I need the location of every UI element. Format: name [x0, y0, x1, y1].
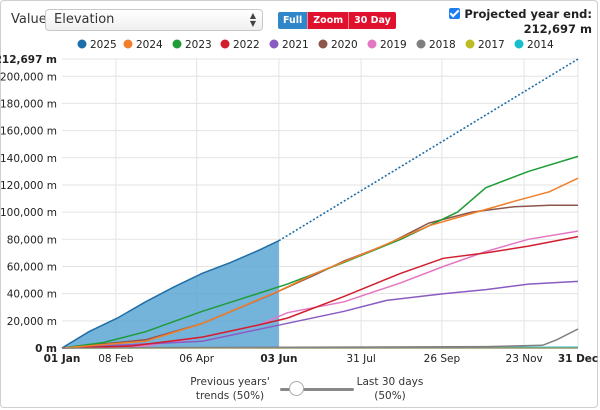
legend-label-2025: 2025 — [90, 39, 117, 51]
slider-right-line-2: (50%) — [374, 390, 406, 402]
y-tick-label: 212,697 m — [0, 54, 57, 66]
projected-year-end: Projected year end: 212,697 m — [449, 7, 592, 37]
value-label: Value: — [11, 12, 52, 27]
y-tick-label: 80,000 m — [7, 234, 57, 246]
x-tick-label: 06 Apr — [179, 353, 215, 365]
legend-marker-2022 — [220, 39, 230, 49]
full-range-button[interactable]: Full — [278, 12, 308, 29]
y-tick-label: 0 m — [35, 343, 57, 355]
legend-marker-2017 — [465, 39, 475, 49]
x-tick-label: 08 Feb — [98, 353, 134, 365]
zoom-button[interactable]: Zoom — [307, 12, 349, 29]
thirty-day-button[interactable]: 30 Day — [348, 12, 396, 29]
x-tick-label: 01 Jan — [44, 353, 81, 365]
legend-marker-2021 — [269, 39, 279, 49]
y-tick-label: 200,000 m — [0, 71, 57, 83]
series-line-2022 — [61, 235, 579, 349]
trend-weight-slider-thumb[interactable] — [289, 381, 304, 396]
y-tick-label: 120,000 m — [0, 180, 57, 192]
legend-label-2022: 2022 — [233, 39, 260, 51]
y-tick-label: 20,000 m — [7, 316, 57, 328]
y-tick-label: 160,000 m — [0, 126, 57, 138]
series-line-2021 — [61, 280, 579, 349]
y-tick-label: 60,000 m — [7, 261, 57, 273]
value-select-text: Elevation — [54, 12, 115, 27]
range-button-group: Full Zoom 30 Day — [278, 12, 396, 29]
legend-label-2019: 2019 — [380, 39, 407, 51]
y-tick-label: 180,000 m — [0, 98, 57, 110]
trend-weight-slider-track[interactable] — [280, 388, 354, 391]
legend-marker-2018 — [416, 39, 426, 49]
x-tick-label: 31 Jul — [346, 353, 375, 365]
legend-marker-2024 — [123, 39, 133, 49]
series-line-2025-projection — [278, 58, 579, 242]
slider-right-line-1: Last 30 days — [356, 376, 424, 388]
series-line-2024 — [61, 177, 579, 349]
legend-label-2017: 2017 — [478, 39, 505, 51]
projected-label: Projected year end: — [464, 7, 592, 21]
value-select[interactable]: Elevation ▲ ▼ — [45, 9, 263, 31]
legend-marker-2023 — [172, 39, 182, 49]
projection-checkbox[interactable] — [449, 8, 461, 19]
legend-marker-2020 — [318, 39, 328, 49]
y-tick-label: 40,000 m — [7, 289, 57, 301]
series-line-2018 — [61, 328, 579, 349]
select-updown-icon: ▲ ▼ — [249, 11, 256, 28]
slider-right-label: Last 30 days (50%) — [345, 375, 435, 403]
y-tick-label: 140,000 m — [0, 153, 57, 165]
legend-label-2014: 2014 — [527, 39, 554, 51]
legend-label-2023: 2023 — [185, 39, 212, 51]
x-tick-label: 31 Dec — [558, 353, 598, 365]
slider-left-line-1: Previous years' — [190, 376, 270, 388]
legend-label-2021: 2021 — [282, 39, 309, 51]
elevation-chart: 0 m 20,000 m 40,000 m 60,000 m 80,000 m 100,0… — [0, 39, 598, 365]
slider-left-label: Previous years' trends (50%) — [185, 375, 275, 403]
projected-value: 212,697 m — [523, 22, 592, 36]
x-tick-label: 03 Jun — [260, 353, 297, 365]
x-tick-label: 26 Sep — [424, 353, 461, 365]
legend-label-2020: 2020 — [331, 39, 358, 51]
legend-marker-2014 — [514, 39, 524, 49]
legend-marker-2019 — [367, 39, 377, 49]
x-tick-label: 23 Nov — [506, 353, 543, 365]
current-year-area — [62, 240, 279, 348]
y-tick-label: 100,000 m — [0, 207, 57, 219]
legend-label-2024: 2024 — [136, 39, 163, 51]
series-line-2025 — [61, 240, 280, 349]
slider-left-line-2: trends (50%) — [195, 390, 265, 402]
legend-label-2018: 2018 — [429, 39, 456, 51]
legend-marker-2025 — [77, 39, 87, 49]
